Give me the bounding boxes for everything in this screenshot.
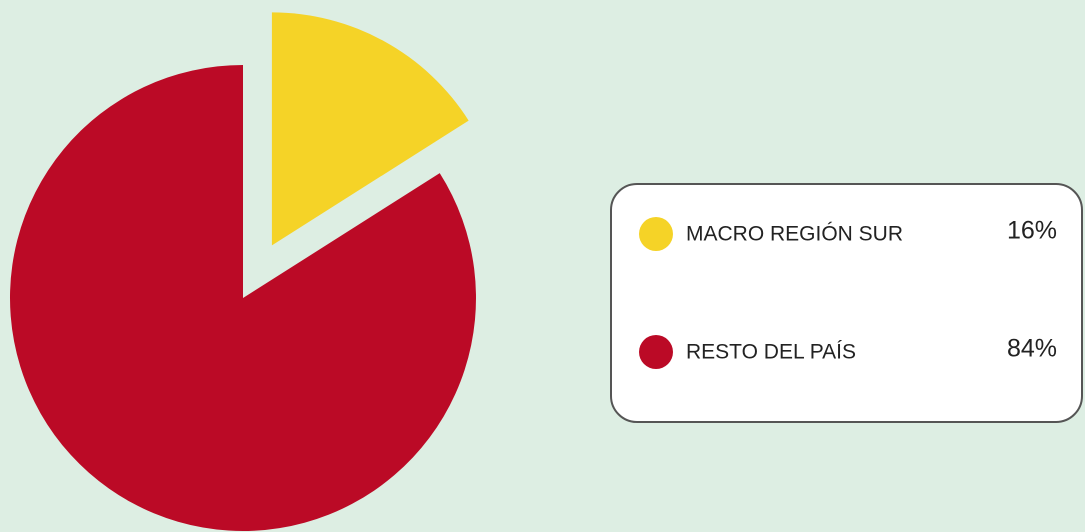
legend-label: MACRO REGIÓN SUR xyxy=(686,223,903,246)
pie-slice xyxy=(271,12,469,246)
legend-swatch xyxy=(639,217,673,251)
legend-swatch xyxy=(639,335,673,369)
value-label: 84% xyxy=(1007,335,1057,363)
legend-label: RESTO DEL PAÍS xyxy=(686,341,856,364)
pie-slice xyxy=(9,65,476,531)
legend-box xyxy=(610,183,1083,423)
value-label: 16% xyxy=(1007,217,1057,245)
